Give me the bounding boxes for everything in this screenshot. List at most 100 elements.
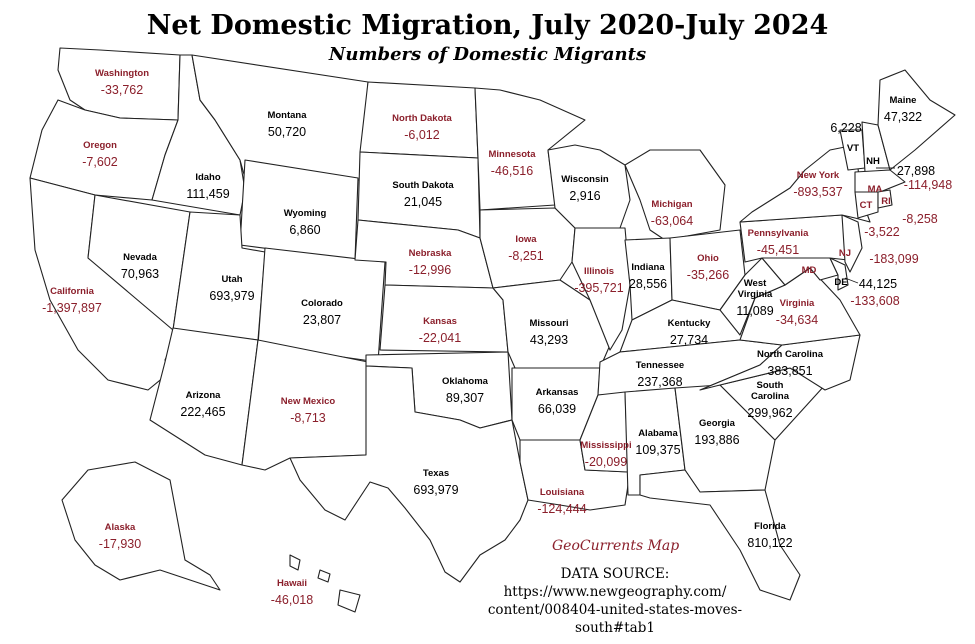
state-value: 66,039 [537,402,577,416]
abbr-vt: VT [847,143,859,154]
state-name: Maine [889,95,917,106]
state-value: 6,860 [289,223,321,237]
label-idaho: Idaho 111,459 [186,172,229,202]
state-mississippi [579,391,629,473]
state-name: Florida [754,521,786,532]
value-ct: -3,522 [864,221,899,240]
label-georgia: Georgia 193,886 [694,418,739,448]
state-value: 70,963 [120,267,160,281]
state-name: Utah [221,274,243,285]
map-credit: GeoCurrents Map [552,538,680,554]
state-abbr: RI [881,196,891,207]
state-alaska [61,461,221,591]
label-oklahoma: Oklahoma 89,307 [442,376,488,406]
abbr-nh: NH [866,156,880,167]
state-hawaii-big-island [337,589,361,613]
value-de: 44,125 [859,273,897,292]
state-value: 21,045 [403,195,443,209]
state-name: Pennsylvania [747,228,809,239]
state-value: -1,397,897 [42,301,102,315]
source-url-line-2: content/008404-united-states-moves- [487,602,743,618]
state-name: Illinois [583,266,615,277]
value-nh: 27,898 [897,160,935,179]
state-value: 28,556 [628,277,668,291]
state-value: -133,608 [850,294,900,308]
state-name: Oregon [83,140,117,151]
state-value: -114,948 [903,178,953,192]
state-value: -8,713 [290,411,326,425]
state-name: Wisconsin [561,174,609,185]
state-name: Ohio [697,253,719,264]
state-hawaii [289,554,301,571]
label-louisiana: Louisiana -124,444 [537,487,586,517]
label-pennsylvania: Pennsylvania -45,451 [748,228,809,258]
state-name: Nevada [123,252,157,263]
state-value: 693,979 [413,483,459,497]
state-hawaii-maui [317,569,331,583]
state-name: West Virginia [737,278,773,300]
state-abbr: VT [846,143,860,154]
label-kentucky: Kentucky 27,734 [668,318,711,348]
label-north-dakota: North Dakota -6,012 [392,113,452,143]
state-value: -3,522 [864,225,900,239]
state-michigan [624,149,726,241]
state-wisconsin [547,144,631,229]
state-value: -46,018 [270,593,314,607]
state-value: 43,293 [529,333,569,347]
state-name: Louisiana [539,487,585,498]
state-name: Mississippi [580,440,632,451]
source-url-line-1: https://www.newgeography.com/ [503,584,727,600]
label-new-mexico: New Mexico -8,713 [281,396,335,426]
label-alaska: Alaska -17,930 [99,522,141,552]
leader-line-de [844,277,859,284]
state-name: South Carolina [750,380,789,402]
state-value: -7,602 [82,155,118,169]
abbr-md: MD [802,265,817,276]
source-url-line-3: south#tab1 [575,620,655,636]
state-name: Kentucky [667,318,711,329]
state-value: -46,516 [490,164,534,178]
value-vt: 6,228 [830,117,861,136]
state-delaware [829,257,849,291]
abbr-nj: NJ [839,248,851,259]
state-value: 6,228 [830,121,862,135]
state-name: Minnesota [488,149,536,160]
state-name: Washington [95,68,149,79]
label-utah: Utah 693,979 [209,274,254,304]
map-title: Net Domestic Migration, July 2020-July 2… [146,10,829,41]
state-value: -33,762 [100,83,144,97]
abbr-ri: RI [881,196,891,207]
label-michigan: Michigan -63,064 [651,199,693,229]
state-name: Nebraska [408,248,452,259]
state-value: -63,064 [650,214,694,228]
map-subtitle: Numbers of Domestic Migrants [328,44,647,65]
label-florida: Florida 810,122 [747,521,792,551]
value-ri: -8,258 [902,208,937,227]
abbr-ma: MA [868,184,883,195]
state-name: Michigan [651,199,693,210]
abbr-ct: CT [860,200,873,211]
state-value: 44,125 [858,277,898,291]
value-md: -133,608 [850,290,899,309]
state-name: Missouri [529,318,569,329]
state-north-carolina [699,334,861,391]
state-name: Oklahoma [442,376,488,387]
state-massachusetts [854,169,906,193]
label-texas: Texas 693,979 [413,468,458,498]
label-wyoming: Wyoming 6,860 [284,208,327,238]
state-name: Alabama [638,428,678,439]
label-nebraska: Nebraska -12,996 [409,248,452,278]
label-south-carolina: South Carolina 299,962 [740,380,800,421]
state-maine [877,69,956,171]
state-name: Wyoming [283,208,327,219]
state-abbr: NJ [838,248,852,259]
state-value: 47,322 [883,110,923,124]
label-nevada: Nevada 70,963 [121,252,159,282]
state-abbr: MA [867,184,883,195]
state-abbr: DE [834,277,848,288]
label-mississippi: Mississippi -20,099 [580,440,631,470]
state-value: -8,251 [508,249,544,263]
label-iowa: Iowa -8,251 [508,234,543,264]
